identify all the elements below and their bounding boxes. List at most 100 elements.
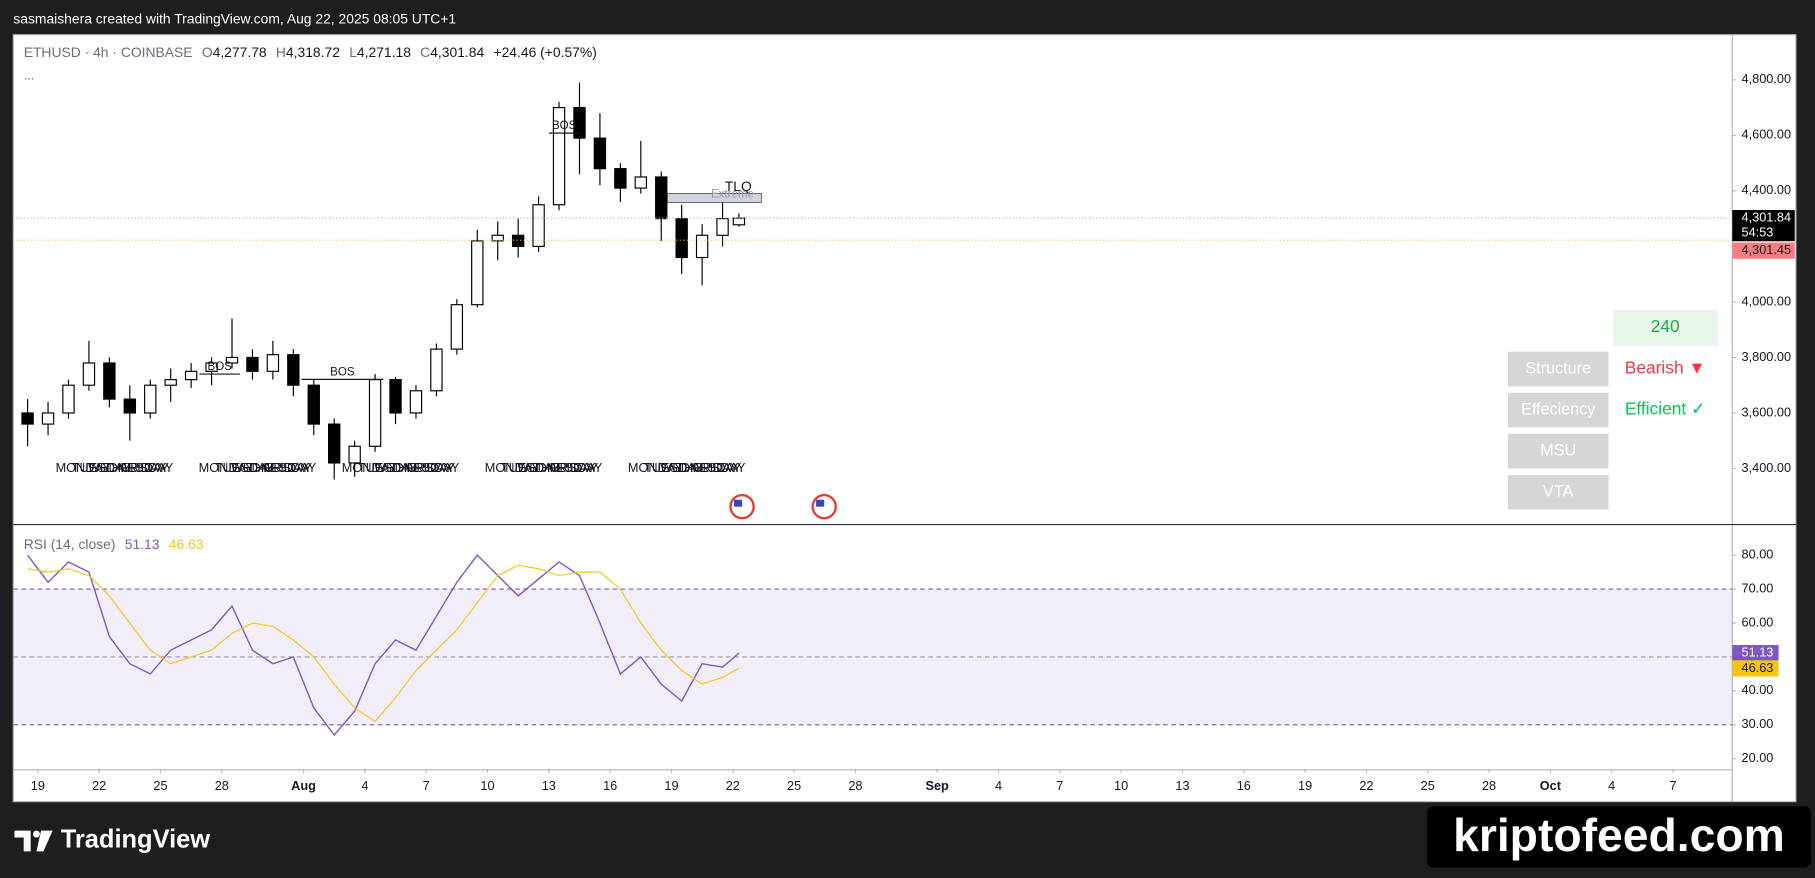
session-label: FRIDAY bbox=[550, 460, 596, 475]
x-tick-label: 19 bbox=[664, 778, 678, 793]
candle-body bbox=[552, 107, 566, 206]
session-label: FRIDAY bbox=[407, 460, 453, 475]
candle-body bbox=[593, 137, 607, 170]
rsi-value-box bbox=[1732, 645, 1779, 662]
extreme-label: Extreme bbox=[711, 189, 754, 201]
session-label: WEDNESDAY bbox=[517, 460, 599, 475]
ohlc-key: C bbox=[420, 44, 430, 60]
table-label-box bbox=[1507, 392, 1609, 428]
ohlc-value: 4,271.18 bbox=[357, 44, 411, 60]
session-label: TUESDAY bbox=[358, 460, 418, 475]
y-tick-label: 4,000.00 bbox=[1742, 293, 1792, 308]
candle-body bbox=[62, 384, 75, 414]
x-tick-label: 19 bbox=[1298, 778, 1312, 793]
rsi-legend-value: 46.63 bbox=[169, 536, 204, 552]
x-tick-label: 28 bbox=[1482, 778, 1496, 793]
tradingview-logo: TradingView bbox=[14, 826, 210, 854]
table-label: Structure bbox=[1525, 359, 1591, 377]
session-label: THURSDAY bbox=[533, 460, 603, 475]
table-label-box bbox=[1507, 433, 1609, 469]
rsi-legend-value: 51.13 bbox=[125, 536, 160, 552]
y-tick-label: 4,800.00 bbox=[1742, 71, 1792, 86]
session-label: FRIDAY bbox=[120, 460, 166, 475]
rsi-value-label: 51.13 bbox=[1742, 644, 1774, 659]
session-label: MONDAY bbox=[485, 460, 540, 475]
session-label: MONDAY bbox=[199, 460, 254, 475]
symbol: ETHUSD · 4h · COINBASE bbox=[24, 44, 193, 60]
y-tick-label: 70.00 bbox=[1742, 580, 1774, 595]
x-tick-label: 28 bbox=[848, 778, 862, 793]
candle-body bbox=[471, 240, 484, 306]
timeframe: 240 bbox=[1651, 316, 1680, 336]
table-value: Bearish ▼ bbox=[1625, 358, 1706, 378]
header-text: sasmaishera created with TradingView.com… bbox=[13, 10, 456, 26]
candle-body bbox=[41, 412, 55, 425]
candle-body bbox=[164, 379, 177, 386]
session-label: TUESDAY bbox=[501, 460, 561, 475]
x-tick-label: 25 bbox=[787, 778, 801, 793]
y-tick-label: 3,400.00 bbox=[1742, 460, 1792, 475]
x-tick-label: 16 bbox=[1237, 778, 1251, 793]
candle-body bbox=[389, 379, 402, 414]
event-icons bbox=[729, 493, 837, 520]
timeframe-box bbox=[1613, 310, 1719, 346]
session-label: FRIDAY bbox=[263, 460, 309, 475]
session-label: MONDAY bbox=[56, 460, 111, 475]
more: ... bbox=[24, 68, 35, 83]
ohlc-key: L bbox=[349, 44, 357, 60]
bid-price-label: 4,301.45 bbox=[1742, 242, 1792, 257]
candle-body bbox=[675, 218, 688, 259]
watermark: kriptofeed.com bbox=[1453, 809, 1785, 861]
session-label: THURSDAY bbox=[104, 460, 174, 475]
x-tick-label: 10 bbox=[480, 778, 494, 793]
y-tick-label: 40.00 bbox=[1742, 682, 1774, 697]
rsi-title: RSI (14, close) bbox=[24, 536, 116, 552]
candle-body bbox=[655, 176, 668, 220]
candle-body bbox=[287, 354, 300, 386]
table-label-box bbox=[1507, 474, 1609, 510]
session-label: MONDAY bbox=[628, 460, 683, 475]
bos-label: BOS bbox=[330, 366, 355, 378]
x-tick-label: 10 bbox=[1114, 778, 1128, 793]
x-tick-label: 19 bbox=[31, 778, 45, 793]
candle-body bbox=[82, 362, 96, 386]
candle-body bbox=[634, 176, 648, 189]
table-label: Effeciency bbox=[1521, 400, 1596, 418]
candle-body bbox=[184, 370, 198, 381]
candle-body bbox=[307, 384, 320, 425]
x-tick-label: 7 bbox=[1669, 778, 1676, 793]
rsi-value-box bbox=[1732, 660, 1779, 677]
candle-body bbox=[103, 362, 116, 400]
table-label-box bbox=[1507, 351, 1609, 387]
y-tick-label: 3,600.00 bbox=[1742, 404, 1792, 419]
y-tick-label: 60.00 bbox=[1742, 614, 1774, 629]
y-tick-label: 30.00 bbox=[1742, 716, 1774, 731]
session-label: WEDNESDAY bbox=[88, 460, 170, 475]
symbol-legend: ETHUSD · 4h · COINBASE O4,277.78 H4,318.72… bbox=[24, 44, 597, 60]
session-label: FRIDAY bbox=[693, 460, 739, 475]
candle-body bbox=[225, 356, 239, 364]
watermark-box bbox=[1426, 806, 1811, 868]
session-label: WEDNESDAY bbox=[660, 460, 742, 475]
event-icon-flag bbox=[816, 499, 825, 507]
candle-body bbox=[430, 348, 443, 392]
y-tick-label: 80.00 bbox=[1742, 547, 1774, 562]
ohlc-value: 4,301.84 bbox=[430, 44, 484, 60]
x-tick-label: Aug bbox=[291, 778, 316, 793]
bos-label: BOS bbox=[552, 120, 577, 132]
table-label: MSU bbox=[1540, 441, 1576, 459]
session-label: THURSDAY bbox=[390, 460, 460, 475]
tlq-zone bbox=[667, 193, 762, 203]
logo-mark bbox=[14, 830, 31, 852]
y-tick-label: 20.00 bbox=[1742, 750, 1774, 765]
table-value: Efficient ✓ bbox=[1625, 399, 1706, 419]
candle-body bbox=[21, 412, 34, 425]
x-tick-label: 25 bbox=[153, 778, 167, 793]
session-label: WEDNESDAY bbox=[374, 460, 456, 475]
candle-body bbox=[246, 356, 259, 372]
last-price-box bbox=[1732, 210, 1795, 242]
candle-body bbox=[695, 234, 709, 259]
candle-body bbox=[328, 423, 341, 464]
session-label: TUESDAY bbox=[72, 460, 132, 475]
